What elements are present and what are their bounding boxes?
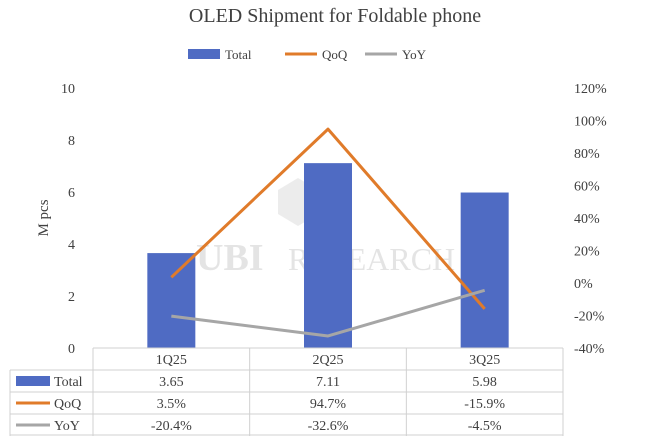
y-tick-label: 6 [68,186,75,201]
x-tick-label-1q25: 1Q25 [156,353,187,368]
y2-tick-label: -40% [574,342,605,357]
data-label-yoy-3q25: -4.5% [468,419,502,434]
y2-tick-label: 20% [574,245,600,260]
legend-label-qoq: QoQ [322,47,348,62]
data-label-total-3q25: 5.98 [472,375,497,390]
line-yoy [171,288,486,338]
table-row-label-qoq: QoQ [54,397,81,412]
y2-tick-label: 120% [574,82,607,97]
y2-tick-label: 40% [574,212,600,227]
legend-swatch-total [188,49,220,59]
bar-1q25 [147,253,196,348]
y2-tick-label: 0% [574,277,593,292]
data-label-qoq-3q25: -15.9% [464,397,505,412]
y-axis-title: M pcs [36,199,52,236]
bar-2q25 [304,163,352,348]
y-tick-label: 2 [68,290,75,305]
data-label-yoy-1q25: -20.4% [151,419,192,434]
y-tick-label: 8 [68,134,75,149]
data-label-qoq-2q25: 94.7% [310,397,347,412]
table-row-label-yoy: YoY [54,419,80,434]
y2-tick-label: 60% [574,180,600,195]
chart-title: OLED Shipment for Foldable phone [189,5,481,27]
legend-label-yoy: YoY [402,47,427,62]
bar-3q25 [460,192,509,348]
data-label-total-2q25: 7.11 [316,375,340,390]
x-tick-label-2q25: 2Q25 [312,353,343,368]
legend-label-total: Total [225,47,252,62]
data-label-qoq-1q25: 3.5% [157,397,187,412]
y-tick-label: 0 [68,342,75,357]
y2-tick-label: 100% [574,115,607,130]
y-tick-label: 4 [68,238,75,253]
table-row-label-total: Total [54,375,83,390]
y-tick-label: 10 [61,82,75,97]
y2-tick-label: -20% [574,310,605,325]
line-qoq [170,127,486,310]
data-label-total-1q25: 3.65 [159,375,184,390]
y2-tick-label: 80% [574,147,600,162]
table-key-total [16,376,50,386]
x-tick-label-3q25: 3Q25 [469,353,500,368]
data-label-yoy-2q25: -32.6% [308,419,349,434]
